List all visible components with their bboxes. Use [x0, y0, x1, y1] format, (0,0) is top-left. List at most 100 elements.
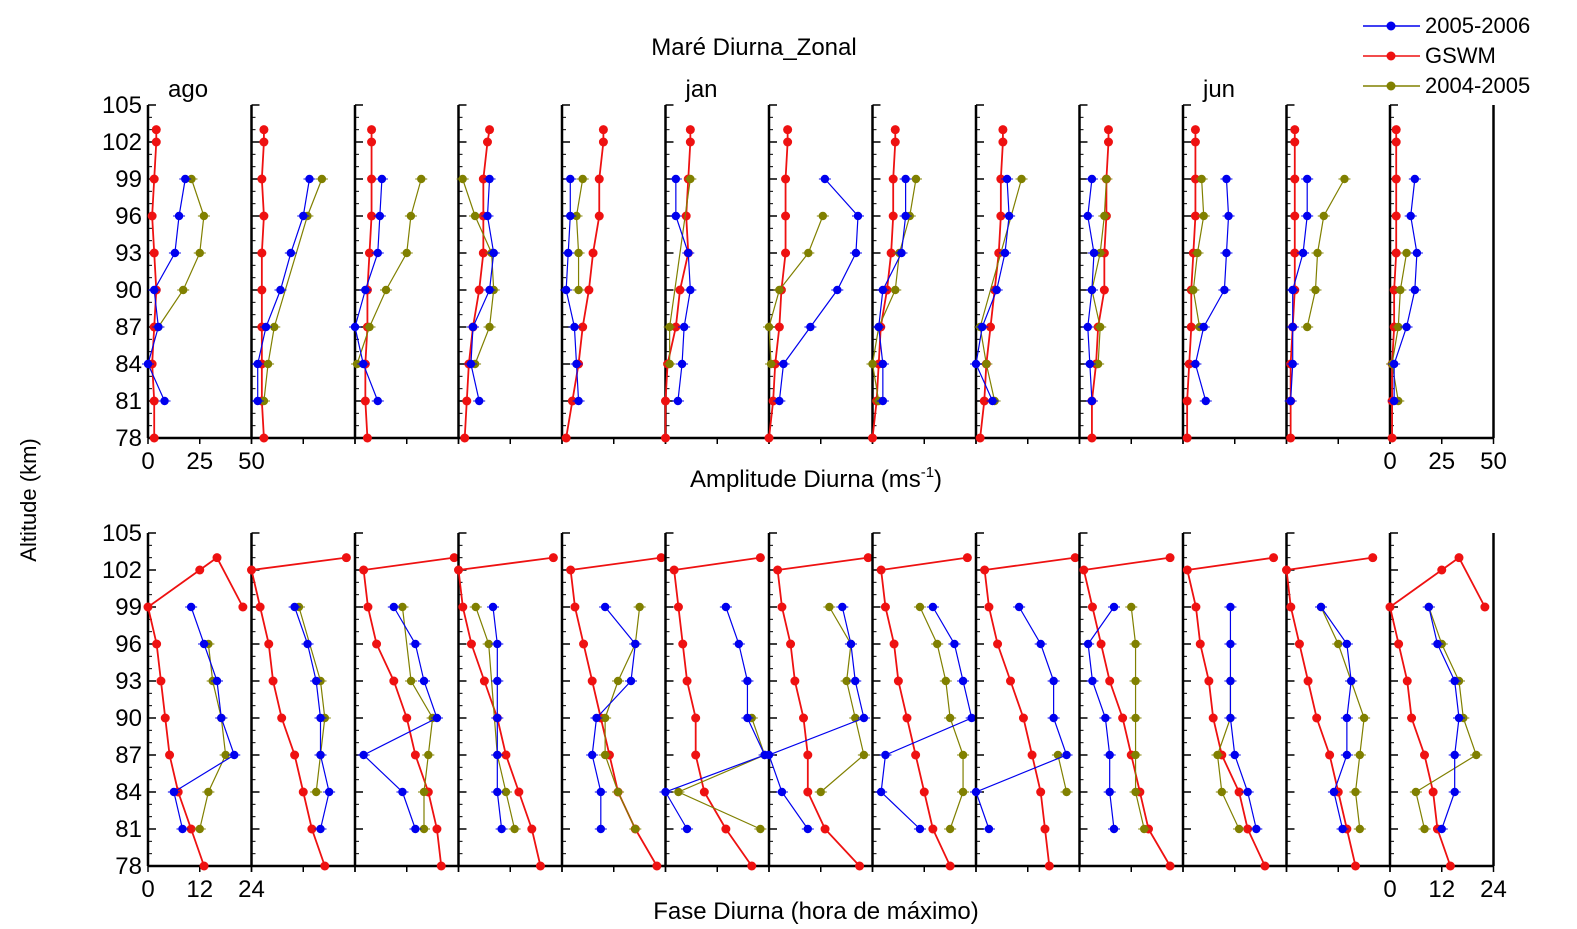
series-2004-2005-point: [1193, 248, 1202, 258]
series-2005-2006-point: [592, 713, 601, 723]
gswm-point: [1286, 602, 1296, 612]
gswm-point: [460, 433, 470, 443]
series-2005-2006-point: [150, 285, 159, 295]
gswm-point: [880, 602, 890, 612]
series-2005-2006-point: [1087, 285, 1097, 295]
gswm-point: [975, 433, 985, 443]
gswm-point: [1182, 565, 1192, 575]
gswm-point: [367, 125, 377, 135]
series-2004-2005-point: [600, 713, 610, 723]
series-2005-2006-point: [174, 211, 184, 221]
amplitude-panel-jul: [1386, 104, 1495, 444]
series-2005-2006-point: [901, 211, 910, 221]
gswm-point: [1096, 639, 1106, 649]
series-2004-2005-point: [259, 396, 269, 406]
series-2005-2006-point: [820, 174, 830, 184]
gswm-line: [1091, 129, 1110, 438]
gswm-point: [1325, 750, 1335, 760]
series-2005-2006-point: [230, 750, 239, 760]
gswm-point: [893, 676, 903, 686]
gswm-point: [268, 676, 278, 686]
gswm-point: [671, 322, 681, 332]
gswm-point: [945, 861, 955, 871]
series-2005-2006-point: [851, 248, 861, 258]
y-tick-label: 105: [102, 520, 142, 547]
gswm-point: [1391, 174, 1401, 184]
series-2005-2006-point: [154, 322, 163, 332]
series-2004-2005-point: [204, 787, 213, 797]
gswm-point: [1286, 433, 1296, 443]
gswm-point: [195, 565, 205, 575]
gswm-point: [1282, 565, 1291, 575]
series-2004-2005-point: [501, 787, 511, 797]
series-2005-2006-point: [311, 676, 321, 686]
y-tick-label: 78: [115, 425, 142, 452]
gswm-point: [147, 211, 157, 221]
x-tick-label: 0: [141, 876, 154, 903]
phase-panel-mar: [970, 532, 1081, 872]
series-2005-2006-point: [570, 322, 579, 332]
series-2005-2006-point: [626, 676, 636, 686]
series-2004-2005-point: [572, 211, 581, 221]
series-2005-2006-point: [1109, 602, 1119, 612]
y-tick-label: 99: [115, 166, 142, 193]
gswm-point: [436, 861, 446, 871]
month-label: jan: [685, 76, 718, 103]
series-2005-2006-point: [1303, 174, 1312, 184]
series-2005-2006-point: [838, 602, 847, 612]
series-2005-2006-point: [779, 359, 788, 369]
gswm-line: [569, 556, 662, 867]
gswm-point: [820, 824, 830, 834]
series-2005-2006-point: [661, 787, 670, 797]
phase-panel-jul: [1385, 532, 1495, 872]
gswm-point: [548, 553, 558, 563]
series-2005-2006-point: [1450, 750, 1459, 760]
gswm-point: [890, 125, 900, 135]
series-2005-2006-point: [169, 787, 179, 797]
series-2005-2006-point: [419, 676, 429, 686]
series-2005-2006-point: [1226, 639, 1235, 649]
gswm-point: [1294, 639, 1304, 649]
gswm-point: [682, 676, 692, 686]
series-2004-2005-point: [1420, 824, 1429, 834]
series-2004-2005-point: [859, 750, 869, 760]
gswm-point: [212, 553, 222, 563]
series-2005-2006-point: [734, 639, 744, 649]
gswm-point: [781, 174, 791, 184]
series-2005-2006-point: [468, 322, 478, 332]
gswm-point: [888, 174, 898, 184]
gswm-line: [673, 556, 761, 867]
gswm-point: [673, 602, 683, 612]
gswm-point: [432, 824, 442, 834]
series-2004-2005-point: [574, 248, 583, 258]
gswm-point: [598, 125, 608, 135]
gswm-point: [675, 285, 685, 295]
phase-panel-jul: [143, 532, 253, 872]
gswm-point: [1368, 553, 1378, 563]
series-2005-2006-point: [377, 174, 387, 184]
series-2005-2006-point: [1437, 824, 1446, 834]
series-2004-2005-line: [575, 178, 584, 290]
series-2005-2006-point: [1004, 211, 1014, 221]
gswm-point: [886, 248, 896, 258]
phase-panel-abr: [1078, 532, 1184, 872]
gswm-point: [1087, 433, 1097, 443]
series-2004-2005-point: [775, 285, 784, 295]
series-2004-2005-point: [1394, 322, 1403, 332]
gswm-point: [1190, 174, 1200, 184]
series-2004-2005-point: [352, 359, 362, 369]
series-2005-2006-point: [897, 248, 906, 258]
series-2005-2006-point: [684, 248, 693, 258]
series-2004-2005-point: [471, 602, 480, 612]
series-2005-2006-point: [1303, 211, 1312, 221]
series-2005-2006-point: [566, 174, 575, 184]
series-2004-2005-point: [1017, 174, 1026, 184]
series-2004-2005-point: [1319, 211, 1328, 221]
series-2004-2005-point: [195, 824, 204, 834]
series-2005-2006-point: [671, 211, 681, 221]
gswm-point: [259, 211, 269, 221]
series-2004-2005-point: [1131, 639, 1140, 649]
series-2005-2006-point: [878, 359, 888, 369]
series-2005-2006-point: [316, 750, 325, 760]
month-label: jun: [1202, 76, 1235, 103]
